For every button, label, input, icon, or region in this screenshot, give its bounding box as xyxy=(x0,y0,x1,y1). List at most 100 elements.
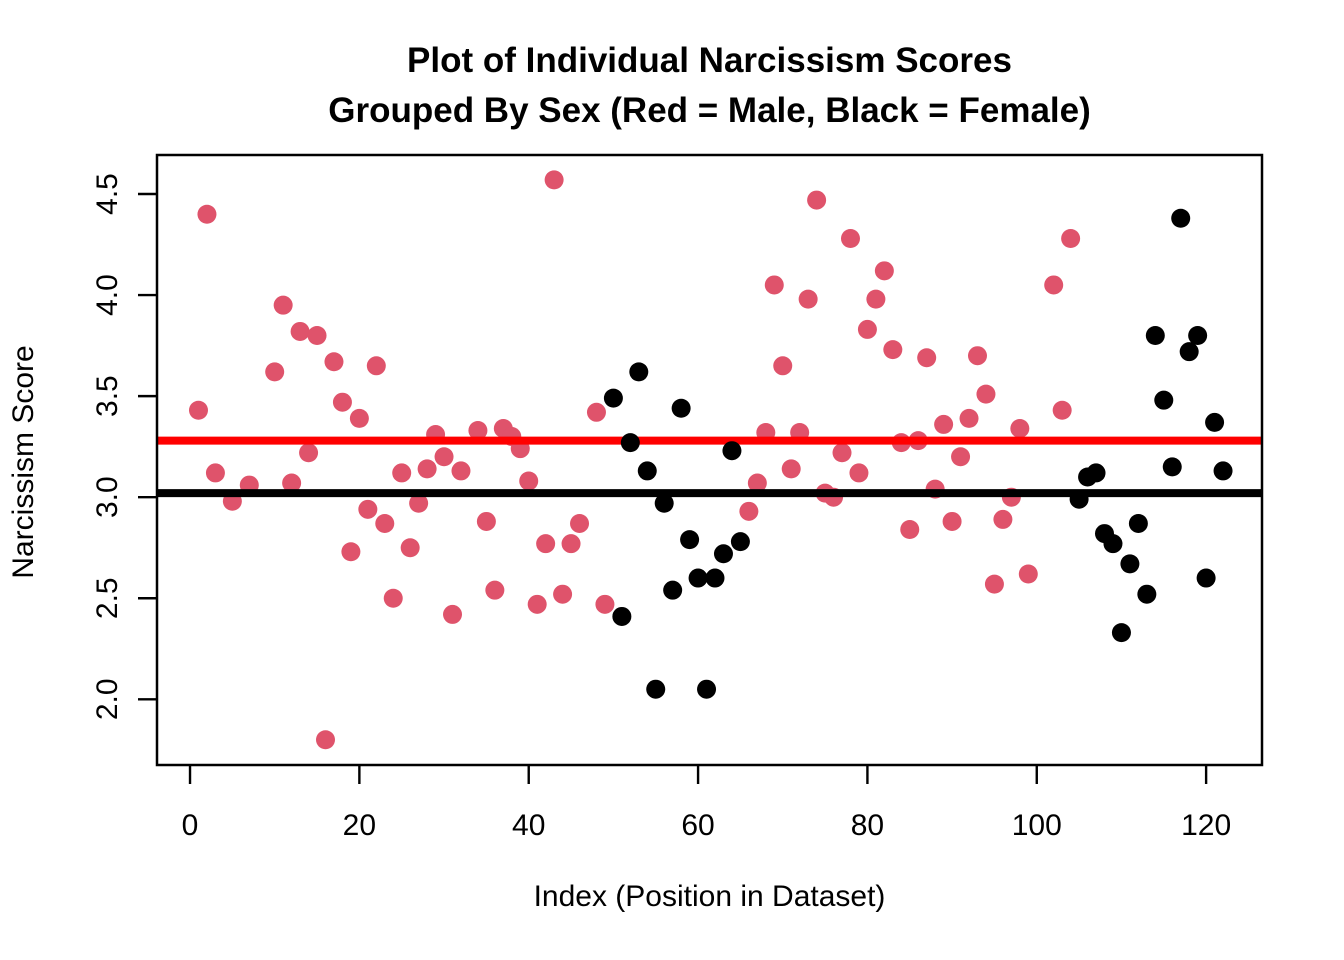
x-tick-label: 40 xyxy=(512,809,545,842)
x-tick-label: 20 xyxy=(343,809,376,842)
y-tick-label: 2.0 xyxy=(91,678,124,720)
data-point-male xyxy=(781,459,801,479)
data-point-female xyxy=(688,568,708,588)
data-point-male xyxy=(316,730,336,750)
data-point-male xyxy=(900,520,920,540)
data-point-female xyxy=(1162,457,1182,477)
data-point-male xyxy=(866,289,886,309)
data-point-male xyxy=(984,574,1004,594)
data-point-male xyxy=(485,580,505,600)
data-point-male xyxy=(476,511,496,531)
data-point-female xyxy=(671,398,691,418)
data-point-male xyxy=(942,511,962,531)
data-point-male xyxy=(1052,400,1072,420)
y-tick-label: 3.5 xyxy=(91,375,124,417)
data-point-female xyxy=(1086,463,1106,483)
data-point-female xyxy=(1120,554,1140,574)
data-point-male xyxy=(392,463,412,483)
data-point-male xyxy=(290,321,310,341)
data-point-male xyxy=(273,295,293,315)
data-point-male xyxy=(468,420,488,440)
data-point-male xyxy=(1044,275,1064,295)
data-point-male xyxy=(332,392,352,412)
data-point-male xyxy=(747,473,767,493)
data-point-female xyxy=(697,679,717,699)
data-point-male xyxy=(1061,228,1081,248)
chart-title: Plot of Individual Narcissism Scores Gro… xyxy=(157,36,1262,136)
data-point-male xyxy=(570,513,590,533)
data-point-female xyxy=(1213,461,1233,481)
data-point-male xyxy=(832,443,852,463)
chart-title-line1: Plot of Individual Narcissism Scores xyxy=(407,41,1012,80)
data-point-male xyxy=(324,352,344,372)
data-point-male xyxy=(349,408,369,428)
data-point-male xyxy=(959,408,979,428)
data-point-male xyxy=(764,275,784,295)
data-point-male xyxy=(1018,564,1038,584)
data-point-male xyxy=(265,362,285,382)
data-point-male xyxy=(519,471,539,491)
data-point-female xyxy=(713,544,733,564)
data-point-male xyxy=(773,356,793,376)
data-point-male xyxy=(434,447,454,467)
data-point-male xyxy=(527,594,547,614)
data-point-female xyxy=(629,362,649,382)
data-point-male xyxy=(451,461,471,481)
data-point-male xyxy=(544,170,564,190)
data-point-male xyxy=(595,594,615,614)
x-tick-label: 0 xyxy=(182,809,199,842)
data-point-female xyxy=(730,532,750,552)
data-point-male xyxy=(883,340,903,360)
data-point-female xyxy=(637,461,657,481)
data-point-male xyxy=(807,190,827,210)
data-point-male xyxy=(205,463,225,483)
x-tick-label: 80 xyxy=(851,809,884,842)
data-point-female xyxy=(1179,342,1199,362)
data-point-female xyxy=(1128,513,1148,533)
data-point-male xyxy=(375,513,395,533)
data-point-male xyxy=(976,384,996,404)
data-point-female xyxy=(1171,208,1191,228)
data-point-male xyxy=(188,400,208,420)
plot-border xyxy=(155,153,1264,767)
data-point-male xyxy=(951,447,971,467)
data-point-female xyxy=(1205,412,1225,432)
data-point-female xyxy=(1188,325,1208,345)
data-point-male xyxy=(993,509,1013,529)
data-point-female xyxy=(646,679,666,699)
x-axis-title: Index (Position in Dataset) xyxy=(533,880,886,913)
chart-title-line2: Grouped By Sex (Red = Male, Black = Fema… xyxy=(328,91,1091,130)
data-point-female xyxy=(654,493,674,513)
data-point-female xyxy=(1103,534,1123,554)
data-point-male xyxy=(299,443,319,463)
data-point-female xyxy=(620,433,640,453)
data-point-male xyxy=(917,348,937,368)
y-tick-label: 3.0 xyxy=(91,476,124,518)
data-point-female xyxy=(1196,568,1216,588)
y-tick-label: 2.5 xyxy=(91,577,124,619)
data-point-female xyxy=(612,606,632,626)
data-point-female xyxy=(722,441,742,461)
data-point-female xyxy=(705,568,725,588)
x-tick-label: 100 xyxy=(1012,809,1062,842)
data-point-male xyxy=(1010,418,1030,438)
data-point-male xyxy=(536,534,556,554)
data-point-female xyxy=(663,580,683,600)
data-point-female xyxy=(680,530,700,550)
y-tick-label: 4.0 xyxy=(91,274,124,316)
data-point-male xyxy=(739,501,759,521)
data-point-male xyxy=(857,319,877,339)
y-axis-title: Narcissism Score xyxy=(7,345,40,579)
data-point-male xyxy=(400,538,420,558)
data-point-male xyxy=(443,604,463,624)
data-point-male xyxy=(409,493,429,513)
data-point-male xyxy=(586,402,606,422)
data-point-male xyxy=(849,463,869,483)
data-point-male xyxy=(366,356,386,376)
data-point-male xyxy=(934,414,954,434)
data-point-male xyxy=(798,289,818,309)
data-point-male xyxy=(561,534,581,554)
data-point-male xyxy=(197,204,217,224)
